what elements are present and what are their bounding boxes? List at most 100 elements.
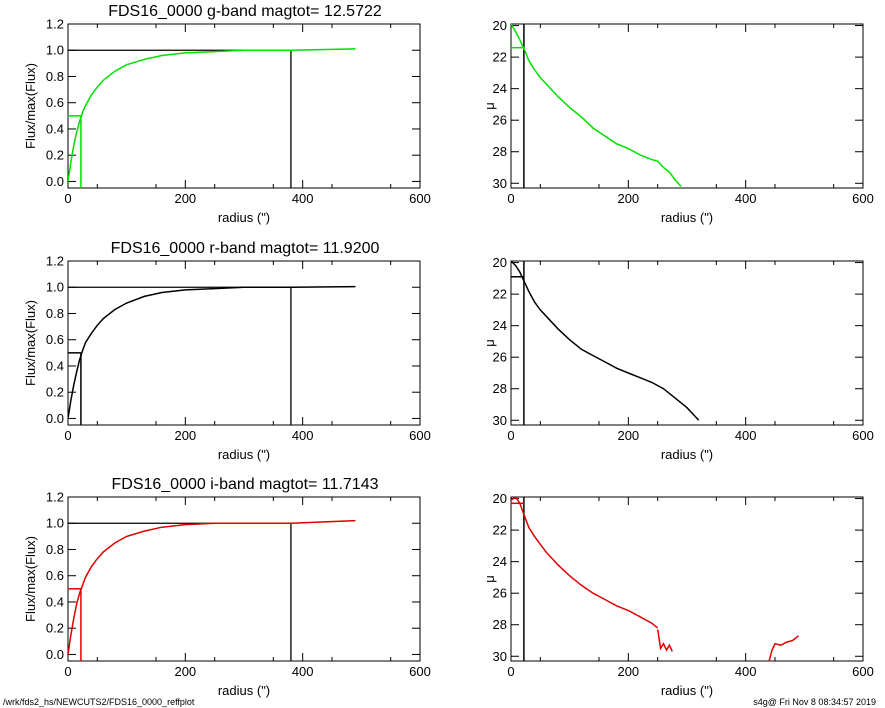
y-axis-label: Flux/max(Flux) bbox=[23, 63, 38, 149]
x-tick-label: 600 bbox=[852, 428, 874, 443]
panel-i-band-mu: 0 200 400 600 20 22 24 26 28 30 radius (") μ bbox=[482, 491, 874, 698]
y-tick-label: 0.0 bbox=[46, 647, 64, 662]
x-tick-label: 600 bbox=[409, 428, 431, 443]
y-tick-label: 0.2 bbox=[46, 621, 64, 636]
y-tick-label: 0.2 bbox=[46, 385, 64, 400]
y-axis-label: μ bbox=[482, 339, 497, 347]
y-tick-label: 26 bbox=[493, 350, 507, 365]
profile-curve bbox=[511, 497, 659, 629]
x-axis-label: radius (") bbox=[218, 210, 270, 225]
y-tick-label: 20 bbox=[493, 255, 507, 270]
x-tick-label: 400 bbox=[735, 191, 757, 206]
panel-r-band-flux: FDS16_0000 r-band magtot= 11.9200 0 200 40… bbox=[23, 240, 431, 462]
y-tick-label: 26 bbox=[493, 113, 507, 128]
panel-g-band-flux: FDS16_0000 g-band magtot= 12.5722 0 200 40… bbox=[23, 3, 431, 225]
y-tick-label: 0.0 bbox=[46, 174, 64, 189]
y-tick-label: 0.4 bbox=[46, 121, 64, 136]
x-tick-label: 200 bbox=[174, 428, 196, 443]
x-tick-label: 0 bbox=[64, 664, 71, 679]
x-tick-label: 0 bbox=[507, 428, 514, 443]
x-tick-label: 200 bbox=[617, 664, 639, 679]
y-tick-label: 1.0 bbox=[46, 516, 64, 531]
profile-curve bbox=[768, 635, 799, 661]
x-tick-label: 0 bbox=[507, 191, 514, 206]
profile-curve bbox=[511, 261, 700, 421]
x-tick-label: 400 bbox=[735, 664, 757, 679]
x-tick-label: 200 bbox=[174, 191, 196, 206]
x-axis-label: radius (") bbox=[661, 210, 713, 225]
profile-curve bbox=[68, 48, 356, 182]
x-axis-label: radius (") bbox=[218, 447, 270, 462]
x-tick-label: 0 bbox=[64, 191, 71, 206]
y-axis-label: Flux/max(Flux) bbox=[23, 300, 38, 386]
plot-area bbox=[511, 24, 682, 188]
y-tick-label: 24 bbox=[493, 554, 507, 569]
y-tick-label: 26 bbox=[493, 586, 507, 601]
y-tick-label: 1.2 bbox=[46, 254, 64, 269]
plot-area bbox=[68, 48, 356, 188]
plot-area bbox=[511, 497, 799, 661]
y-tick-label: 28 bbox=[493, 617, 507, 632]
y-axis-label: μ bbox=[482, 575, 497, 583]
x-tick-label: 600 bbox=[409, 664, 431, 679]
y-axis-label: Flux/max(Flux) bbox=[23, 536, 38, 622]
profile-curve bbox=[68, 519, 356, 655]
plot-frame bbox=[67, 23, 421, 189]
profile-curve bbox=[656, 629, 673, 652]
plot-area bbox=[511, 261, 700, 425]
plot-frame bbox=[510, 496, 864, 662]
y-tick-label: 20 bbox=[493, 18, 507, 33]
x-tick-label: 400 bbox=[735, 428, 757, 443]
y-tick-label: 0.8 bbox=[46, 542, 64, 557]
panel-title: FDS16_0000 i-band magtot= 11.7143 bbox=[111, 476, 378, 493]
footer-path: /wrk/fds2_hs/NEWCUTS2/FDS16_0000_reffplo… bbox=[3, 697, 195, 707]
y-tick-label: 30 bbox=[493, 176, 507, 191]
y-tick-label: 1.2 bbox=[46, 17, 64, 32]
x-tick-label: 600 bbox=[409, 191, 431, 206]
x-axis-label: radius (") bbox=[661, 683, 713, 698]
x-tick-label: 400 bbox=[292, 664, 314, 679]
plot-area bbox=[68, 285, 356, 425]
y-tick-label: 0.2 bbox=[46, 148, 64, 163]
panel-i-band-flux: FDS16_0000 i-band magtot= 11.7143 0 200 40… bbox=[23, 476, 431, 698]
y-tick-label: 28 bbox=[493, 381, 507, 396]
y-tick-label: 24 bbox=[493, 81, 507, 96]
y-tick-label: 1.0 bbox=[46, 280, 64, 295]
y-tick-label: 20 bbox=[493, 491, 507, 506]
plot-frame bbox=[510, 260, 864, 426]
y-tick-label: 22 bbox=[493, 287, 507, 302]
y-tick-label: 1.0 bbox=[46, 43, 64, 58]
y-tick-label: 0.4 bbox=[46, 594, 64, 609]
plot-frame bbox=[67, 260, 421, 426]
y-tick-label: 0.6 bbox=[46, 332, 64, 347]
x-tick-label: 0 bbox=[64, 428, 71, 443]
y-tick-label: 22 bbox=[493, 50, 507, 65]
panel-g-band-mu: 0 200 400 600 20 22 24 26 28 30 radius (") μ bbox=[482, 18, 874, 225]
x-tick-label: 0 bbox=[507, 664, 514, 679]
y-tick-label: 0.6 bbox=[46, 95, 64, 110]
x-axis-label: radius (") bbox=[661, 447, 713, 462]
y-tick-label: 0.8 bbox=[46, 306, 64, 321]
footer-timestamp: s4g@ Fri Nov 8 08:34:57 2019 bbox=[753, 697, 876, 707]
x-tick-label: 600 bbox=[852, 191, 874, 206]
x-tick-label: 200 bbox=[617, 428, 639, 443]
panel-title: FDS16_0000 r-band magtot= 11.9200 bbox=[111, 240, 380, 257]
plot-frame bbox=[510, 23, 864, 189]
y-tick-label: 24 bbox=[493, 318, 507, 333]
y-tick-label: 28 bbox=[493, 144, 507, 159]
x-tick-label: 200 bbox=[174, 664, 196, 679]
y-tick-label: 22 bbox=[493, 523, 507, 538]
panel-r-band-mu: 0 200 400 600 20 22 24 26 28 30 radius (") μ bbox=[482, 255, 874, 462]
plot-area bbox=[68, 519, 356, 661]
y-tick-label: 1.2 bbox=[46, 490, 64, 505]
y-axis-label: μ bbox=[482, 102, 497, 110]
x-tick-label: 200 bbox=[617, 191, 639, 206]
y-tick-label: 0.0 bbox=[46, 411, 64, 426]
y-tick-label: 0.4 bbox=[46, 358, 64, 373]
x-axis-label: radius (") bbox=[218, 683, 270, 698]
y-tick-label: 0.8 bbox=[46, 69, 64, 84]
y-tick-label: 30 bbox=[493, 413, 507, 428]
plot-frame bbox=[67, 496, 421, 662]
x-tick-label: 400 bbox=[292, 191, 314, 206]
